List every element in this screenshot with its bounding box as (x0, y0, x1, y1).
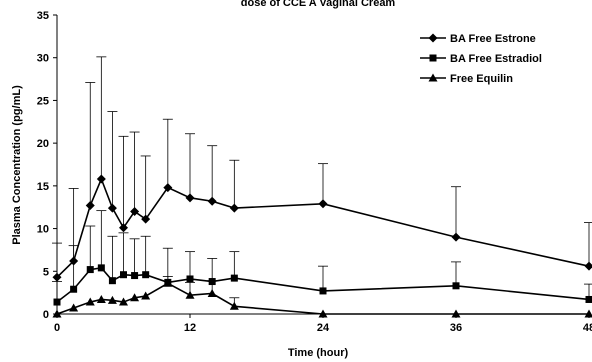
square-marker (131, 272, 139, 280)
legend-label: BA Free Estradiol (450, 53, 542, 65)
diamond-marker (451, 232, 461, 242)
triangle-marker (69, 303, 79, 312)
y-tick-label: 20 (37, 138, 49, 150)
y-tick-label: 5 (43, 266, 49, 278)
x-axis-title: Time (hour) (288, 347, 349, 359)
triangle-marker (185, 290, 195, 299)
legend-item: Free Equilin (420, 73, 513, 85)
triangle-marker (428, 73, 438, 82)
diamond-marker (52, 272, 62, 282)
triangle-marker (52, 309, 62, 318)
square-marker (120, 271, 127, 279)
y-tick-label: 15 (37, 181, 49, 193)
diamond-marker (207, 196, 217, 206)
diamond-marker (163, 183, 173, 193)
triangle-marker (207, 288, 217, 297)
square-marker (86, 266, 94, 274)
triangle-marker (451, 309, 461, 318)
axes: 0 5 10 15 20 25 30 35 0 12 24 36 48 (37, 10, 592, 334)
square-marker (319, 287, 327, 295)
x-tick-label: 48 (583, 322, 592, 334)
legend-label: BA Free Estrone (450, 33, 536, 45)
data-series (52, 56, 592, 318)
legend-label: Free Equilin (450, 73, 513, 85)
diamond-marker (107, 203, 117, 213)
diamond-marker (584, 261, 592, 271)
triangle-marker (584, 309, 592, 318)
square-marker (452, 282, 460, 290)
square-marker (429, 54, 437, 62)
y-tick-label: 0 (43, 309, 49, 321)
triangle-marker (119, 297, 128, 306)
square-marker (230, 274, 238, 282)
square-marker (585, 295, 592, 303)
chart-title: dose of CCE A Vaginal Cream (241, 0, 396, 9)
triangle-marker (85, 297, 95, 306)
legend-item: BA Free Estradiol (420, 53, 542, 65)
diamond-marker (229, 203, 239, 213)
square-marker (97, 264, 105, 272)
y-axis-title: Plasma Concentration (pg/mL) (11, 85, 23, 245)
y-tick-label: 30 (37, 53, 49, 65)
triangle-marker (229, 301, 239, 310)
square-marker (53, 298, 61, 306)
x-tick-label: 36 (450, 322, 462, 334)
square-marker (142, 271, 150, 279)
x-tick-label: 12 (184, 322, 196, 334)
legend-item: BA Free Estrone (420, 33, 536, 45)
diamond-marker (96, 174, 106, 184)
diamond-marker (428, 33, 438, 43)
diamond-marker (85, 201, 95, 211)
triangle-marker (318, 309, 328, 318)
triangle-marker (141, 291, 151, 300)
triangle-marker (107, 295, 117, 304)
square-marker (108, 277, 116, 285)
y-tick-label: 10 (37, 224, 49, 236)
x-tick-label: 24 (317, 322, 330, 334)
series-group (52, 210, 592, 306)
triangle-marker (130, 293, 140, 302)
triangle-marker (163, 278, 173, 287)
diamond-marker (130, 206, 140, 216)
diamond-marker (141, 214, 151, 224)
diamond-marker (318, 199, 328, 209)
series-group (52, 276, 592, 318)
legend: BA Free Estrone BA Free Estradiol Free Equ… (420, 33, 542, 85)
y-tick-label: 25 (37, 95, 49, 107)
square-marker (186, 275, 194, 283)
x-tick-label: 0 (54, 322, 60, 334)
series-group (52, 56, 592, 282)
diamond-marker (119, 223, 128, 233)
triangle-marker (96, 294, 106, 303)
square-marker (70, 285, 78, 293)
diamond-marker (185, 193, 195, 203)
y-tick-label: 35 (37, 10, 49, 22)
